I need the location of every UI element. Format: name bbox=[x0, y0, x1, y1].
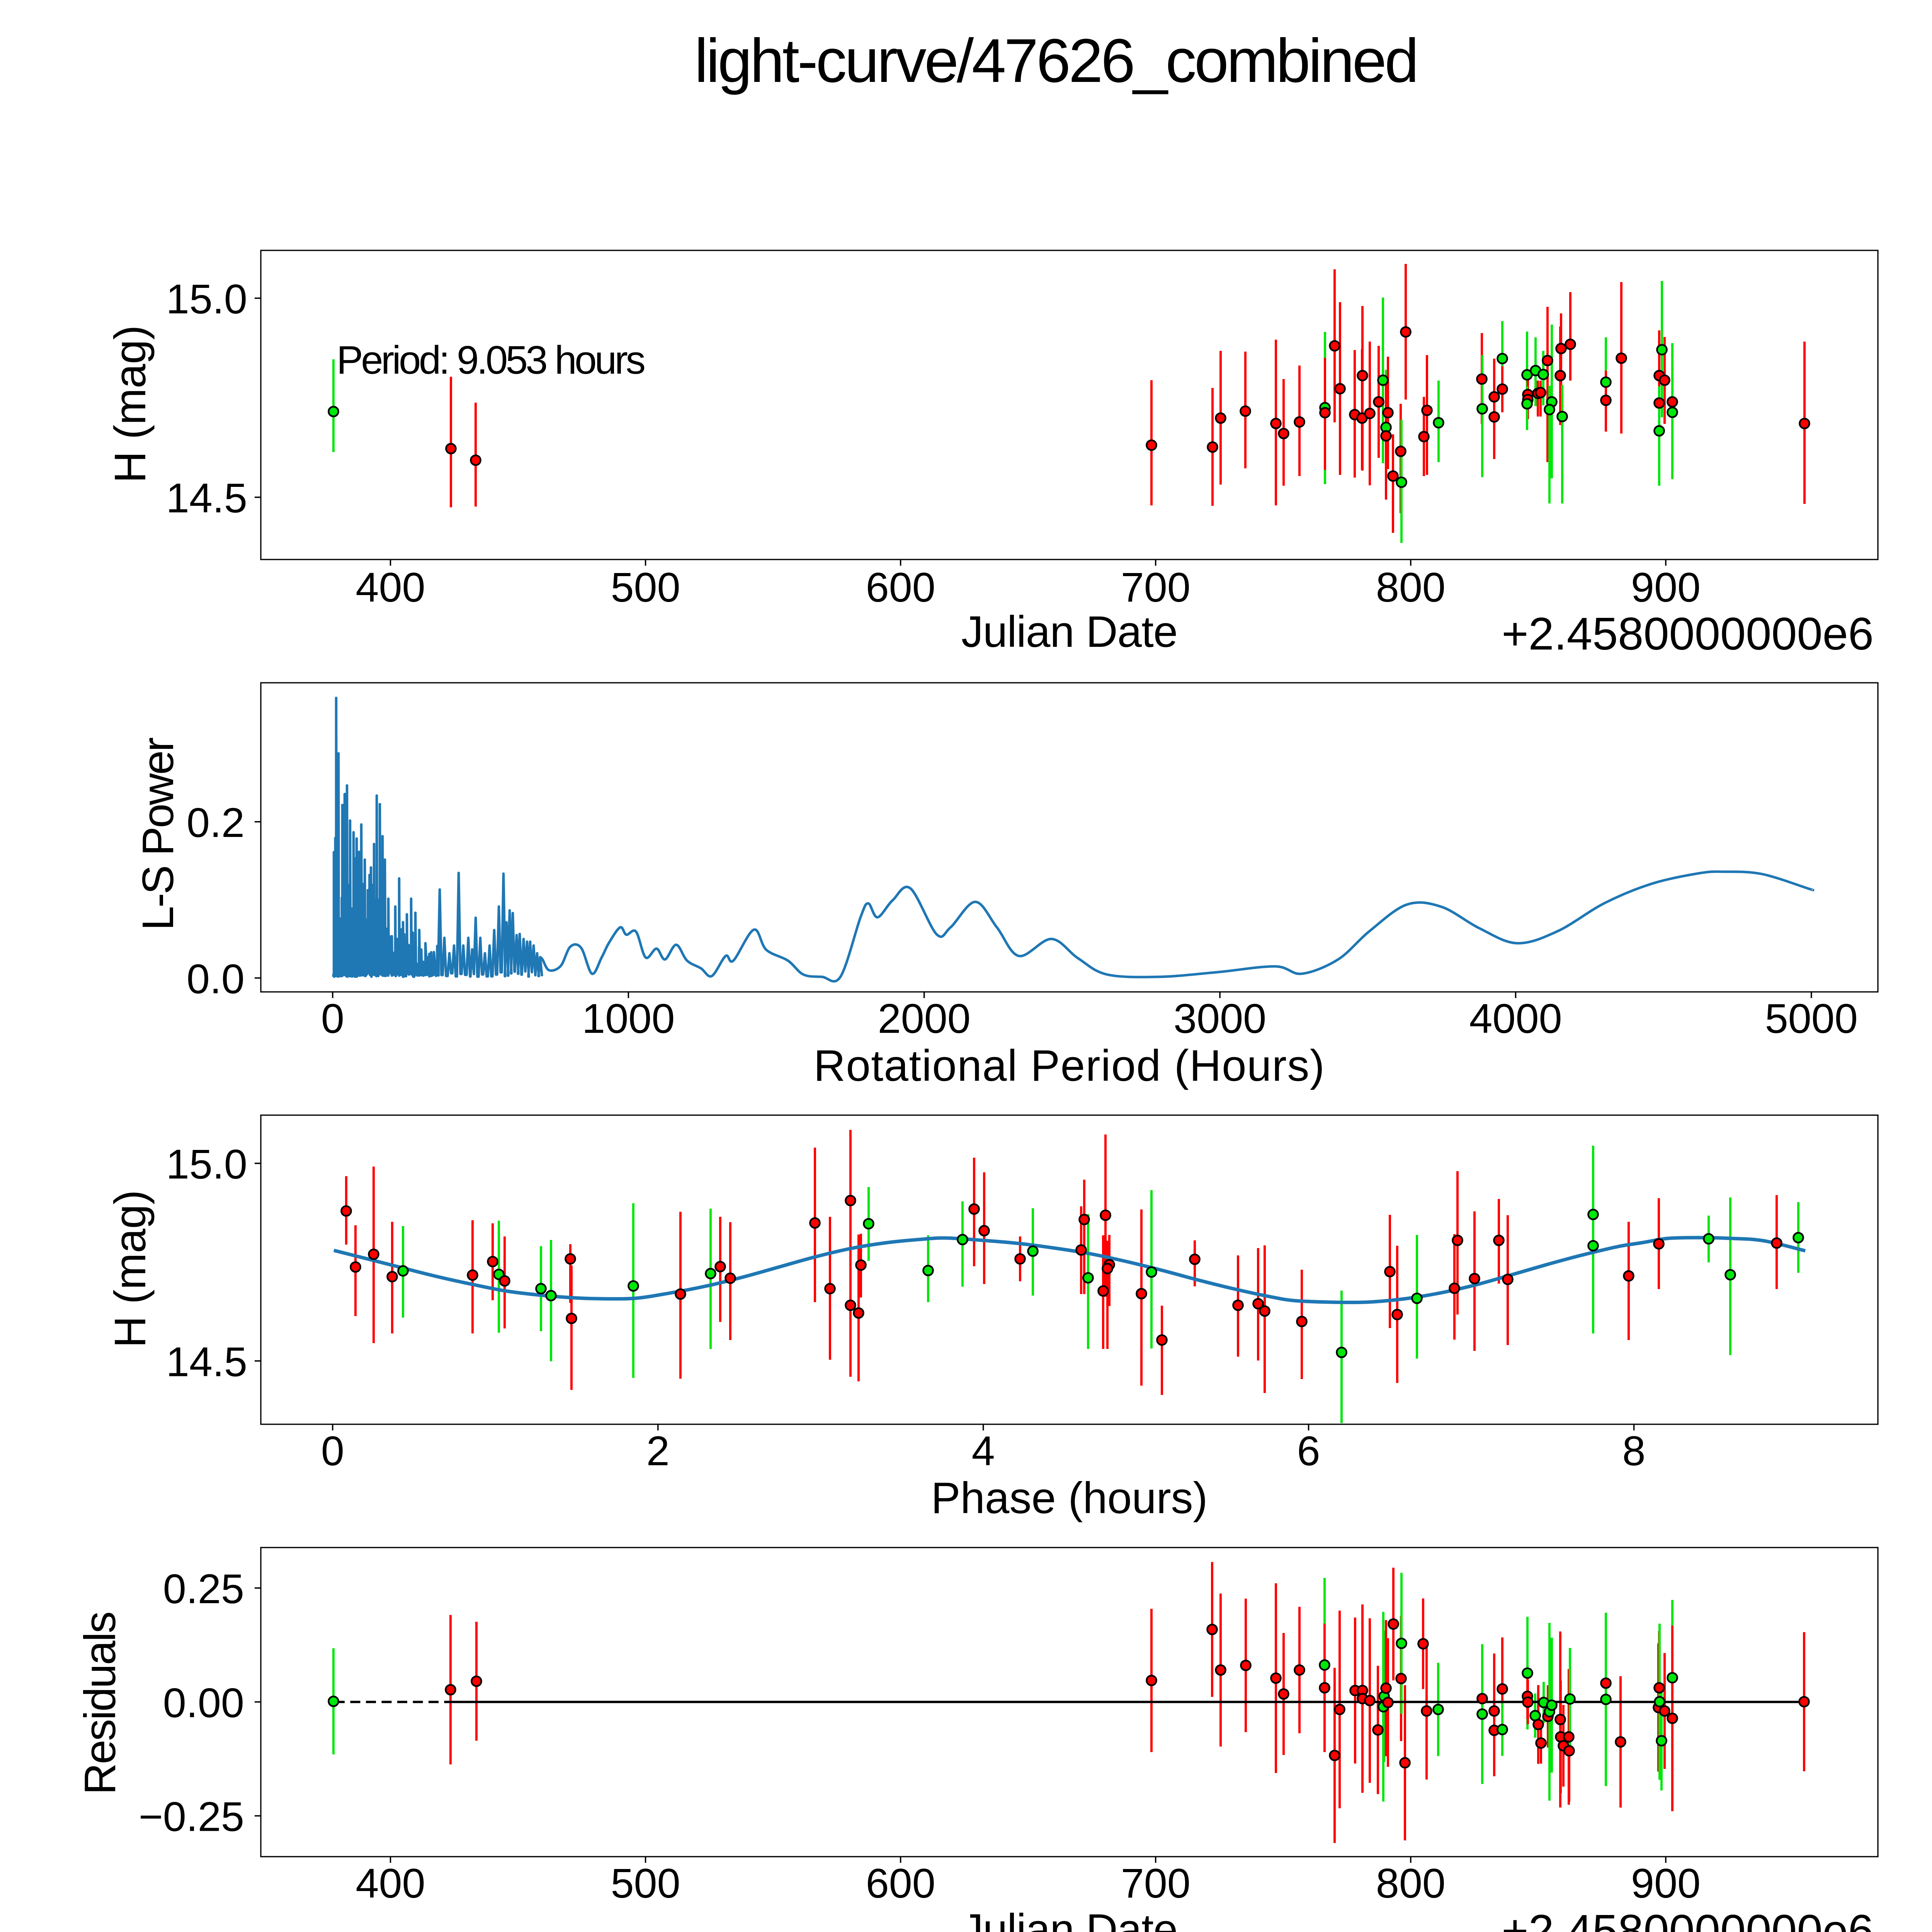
svg-text:15.0: 15.0 bbox=[166, 1141, 247, 1187]
svg-text:Julian Date: Julian Date bbox=[961, 1905, 1177, 1932]
svg-text:900: 900 bbox=[1631, 564, 1701, 611]
svg-text:−0.25: −0.25 bbox=[139, 1793, 244, 1840]
svg-text:Julian Date: Julian Date bbox=[961, 607, 1177, 656]
svg-text:14.5: 14.5 bbox=[166, 1338, 247, 1385]
svg-text:+2.4580000000e6: +2.4580000000e6 bbox=[1502, 1905, 1874, 1932]
svg-text:500: 500 bbox=[611, 564, 680, 611]
svg-text:900: 900 bbox=[1631, 1860, 1701, 1906]
svg-text:4000: 4000 bbox=[1469, 995, 1562, 1042]
svg-text:0.0: 0.0 bbox=[187, 955, 245, 1002]
svg-text:6: 6 bbox=[1297, 1427, 1320, 1474]
svg-text:4: 4 bbox=[972, 1427, 995, 1474]
svg-text:3000: 3000 bbox=[1173, 995, 1266, 1042]
svg-text:600: 600 bbox=[866, 1860, 935, 1906]
svg-text:700: 700 bbox=[1121, 564, 1190, 611]
svg-text:0.2: 0.2 bbox=[187, 799, 245, 846]
svg-text:500: 500 bbox=[611, 1860, 680, 1906]
svg-text:15.0: 15.0 bbox=[166, 276, 247, 322]
svg-text:light-curve/47626_combined: light-curve/47626_combined bbox=[694, 26, 1417, 95]
svg-text:2: 2 bbox=[646, 1427, 670, 1474]
svg-text:0.25: 0.25 bbox=[163, 1565, 244, 1612]
svg-text:H (mag): H (mag) bbox=[106, 325, 155, 483]
svg-text:H (mag): H (mag) bbox=[106, 1190, 155, 1348]
svg-text:0.00: 0.00 bbox=[163, 1679, 244, 1726]
svg-text:L-S Power: L-S Power bbox=[134, 738, 183, 930]
svg-text:+2.4580000000e6: +2.4580000000e6 bbox=[1502, 608, 1874, 660]
svg-text:Residuals: Residuals bbox=[76, 1612, 125, 1795]
svg-text:Period: 9.053 hours: Period: 9.053 hours bbox=[337, 338, 644, 382]
svg-text:14.5: 14.5 bbox=[166, 474, 247, 521]
svg-text:2000: 2000 bbox=[878, 995, 971, 1042]
svg-text:5000: 5000 bbox=[1765, 995, 1858, 1042]
svg-text:Rotational Period (Hours): Rotational Period (Hours) bbox=[814, 1041, 1325, 1090]
svg-text:400: 400 bbox=[355, 1860, 425, 1906]
svg-text:Phase (hours): Phase (hours) bbox=[931, 1474, 1208, 1523]
svg-text:700: 700 bbox=[1121, 1860, 1190, 1906]
svg-text:1000: 1000 bbox=[582, 995, 675, 1042]
svg-text:600: 600 bbox=[866, 564, 935, 611]
svg-text:8: 8 bbox=[1622, 1427, 1646, 1474]
svg-text:400: 400 bbox=[355, 564, 425, 611]
svg-text:800: 800 bbox=[1376, 1860, 1446, 1906]
svg-text:800: 800 bbox=[1376, 564, 1446, 611]
svg-text:0: 0 bbox=[321, 995, 344, 1042]
svg-text:0: 0 bbox=[321, 1427, 344, 1474]
